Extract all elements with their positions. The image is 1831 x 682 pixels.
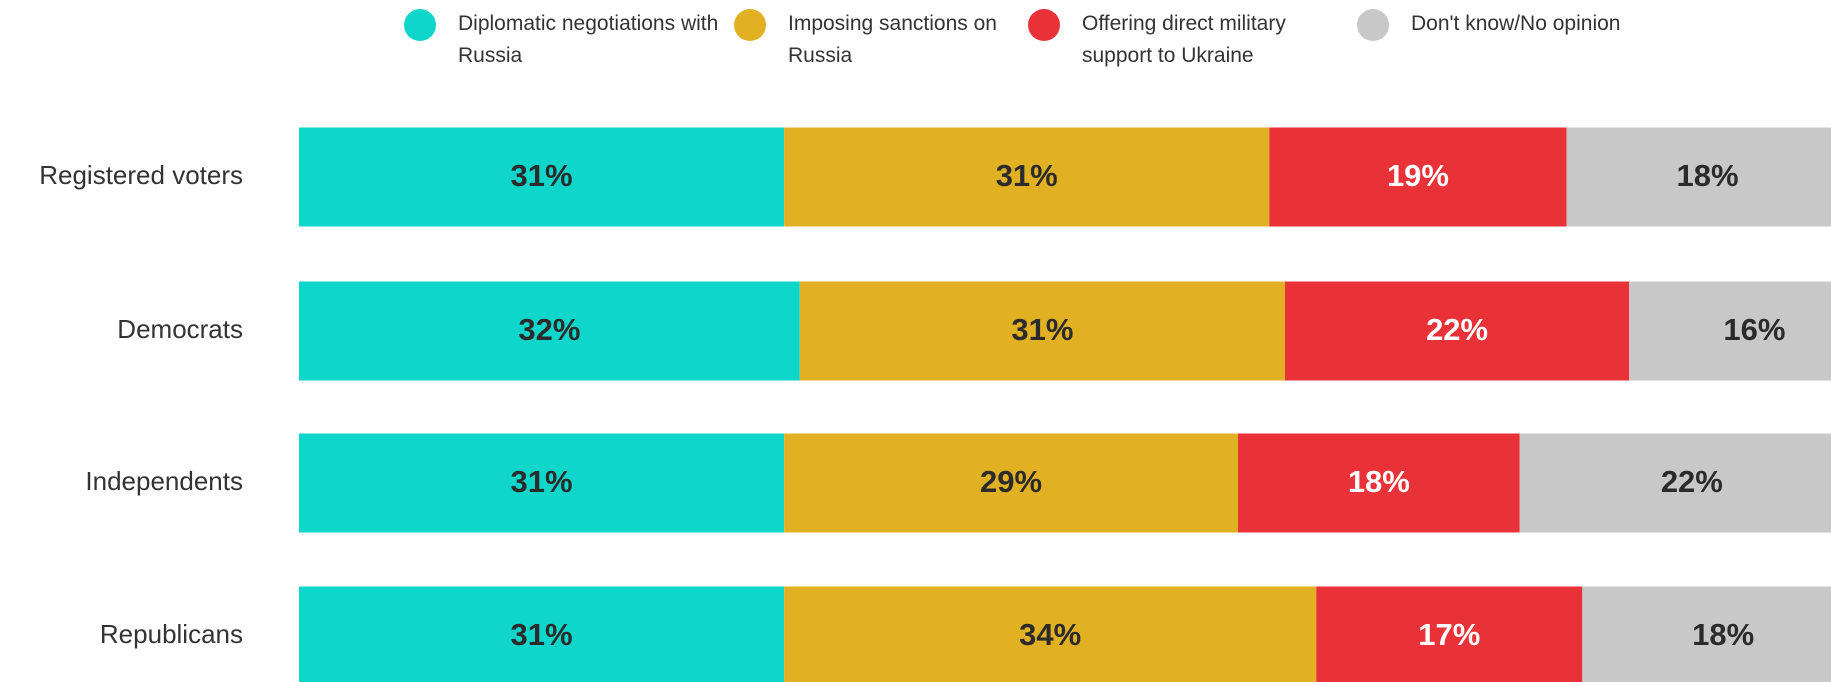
value-label: 34% [1019,617,1081,652]
legend-swatch [1028,9,1060,41]
bar-segment [1629,281,1831,381]
legend-label: Offering direct military support to Ukra… [1082,12,1286,67]
value-label: 22% [1661,464,1723,499]
legend: Diplomatic negotiations with Russia Impos… [0,8,1831,78]
bar-segment [1566,127,1831,227]
legend-item: Diplomatic negotiations with Russia [404,8,728,72]
value-label: 22% [1426,312,1488,347]
bar-segment [299,127,785,227]
category-label: Republicans [100,619,243,649]
value-label: 18% [1348,464,1410,499]
bar-segment [1284,281,1630,381]
value-label: 31% [511,617,573,652]
category-label: Democrats [117,314,243,344]
bar-segment [784,586,1317,682]
category-label: Registered voters [39,160,243,190]
bar-segment [784,127,1270,227]
value-label: 18% [1692,617,1754,652]
value-label: 31% [511,464,573,499]
value-label: 31% [511,158,573,193]
bar-segment [299,433,785,533]
value-label: 31% [1011,312,1073,347]
value-label: 18% [1676,158,1738,193]
legend-swatch [734,9,766,41]
bar-segment [1316,586,1583,682]
legend-label: Imposing sanctions on Russia [788,12,997,67]
bar-segment [799,281,1285,381]
legend-swatch [404,9,436,41]
value-label: 31% [996,158,1058,193]
bar-segment [1519,433,1831,533]
legend-swatch [1357,9,1389,41]
value-label: 29% [980,464,1042,499]
value-label: 32% [518,312,580,347]
category-label: Independents [85,466,243,496]
legend-item: Imposing sanctions on Russia [734,8,1003,72]
legend-label: Don't know/No opinion [1411,12,1621,35]
bar-segment [299,281,800,381]
value-label: 17% [1418,617,1480,652]
bar-segment [1269,127,1567,227]
value-label: 16% [1723,312,1785,347]
value-label: 19% [1387,158,1449,193]
bar-segment [784,433,1238,533]
legend-label: Diplomatic negotiations with Russia [458,12,719,67]
bar-segment [1582,586,1831,682]
bar-segment [1238,433,1520,533]
legend-item: Don't know/No opinion [1357,8,1811,41]
bar-segment [299,586,785,682]
legend-item: Offering direct military support to Ukra… [1028,8,1332,72]
